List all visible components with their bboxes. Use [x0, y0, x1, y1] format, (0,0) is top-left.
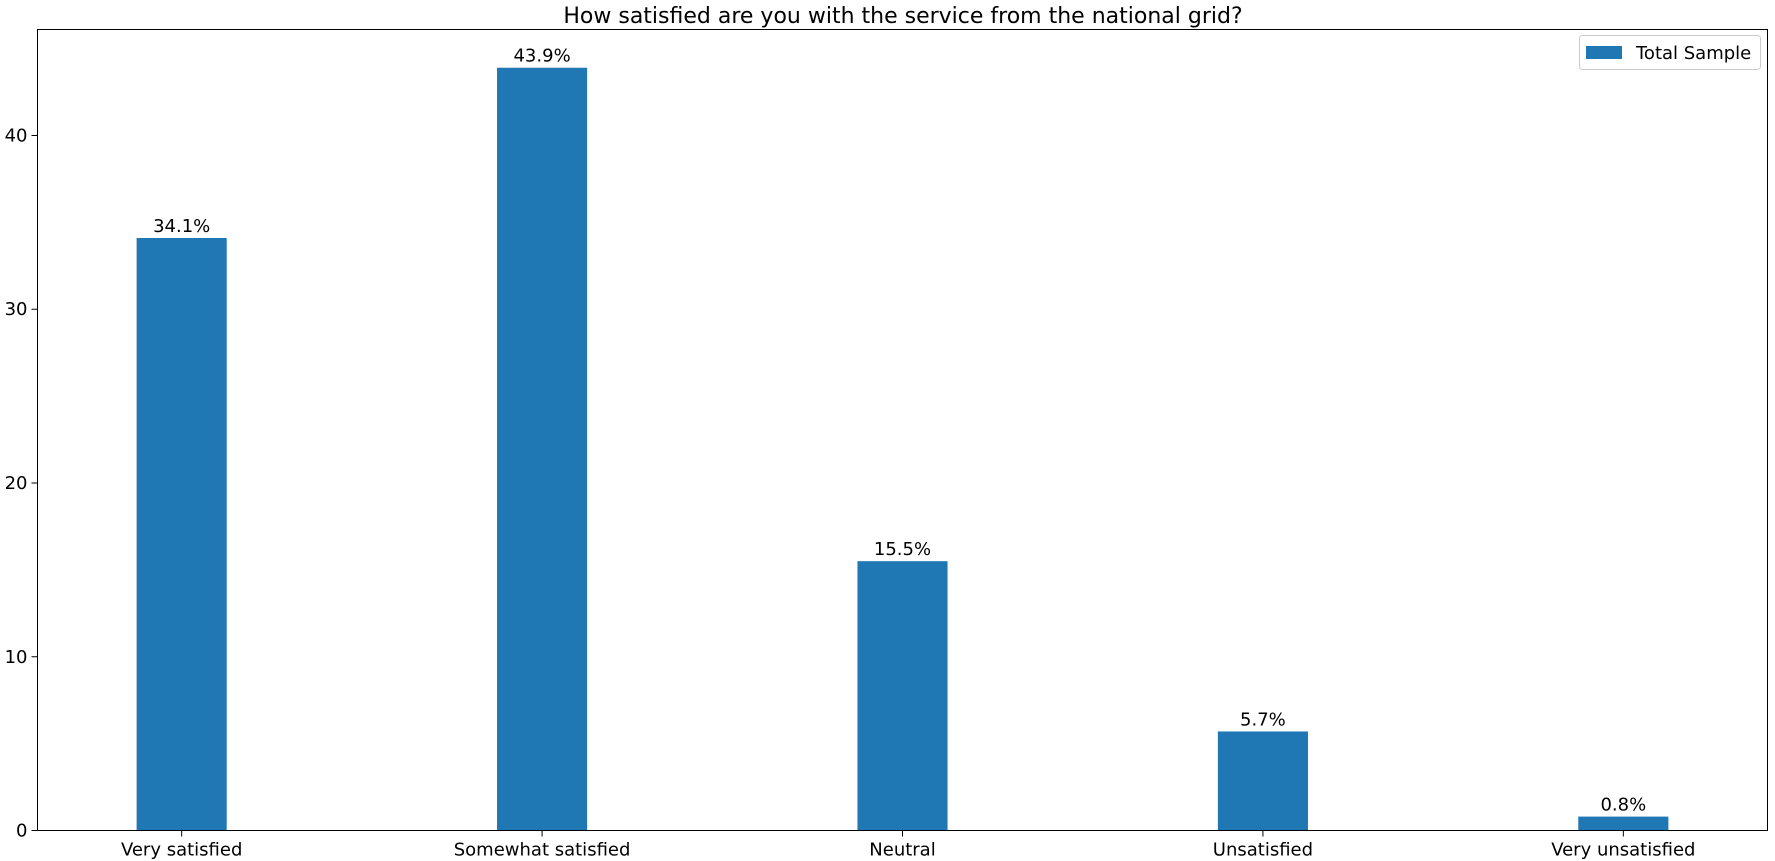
legend: Total Sample [1579, 35, 1761, 70]
legend-swatch [1586, 46, 1622, 59]
x-tick-label: Unsatisfied [1213, 840, 1313, 861]
x-tick-label: Neutral [869, 840, 935, 861]
bar [857, 561, 948, 831]
data-label: 0.8% [1600, 795, 1646, 816]
data-label: 15.5% [874, 539, 931, 560]
bar [497, 67, 588, 831]
y-tick-label: 30 [5, 299, 28, 320]
data-label: 43.9% [513, 46, 570, 67]
data-label: 5.7% [1240, 709, 1286, 730]
y-tick-label: 10 [5, 647, 28, 668]
legend-box [1579, 35, 1761, 70]
bar [1578, 816, 1669, 831]
plot-area: 34.1% 43.9% 15.5% 5.7% 0.8% [136, 46, 1669, 831]
bar [1217, 731, 1308, 831]
data-label: 34.1% [153, 216, 210, 237]
bar [136, 238, 227, 831]
x-axis: Very satisfied Somewhat satisfied Neutral U… [121, 830, 1695, 861]
x-tick-label: Very unsatisfied [1551, 840, 1695, 861]
y-tick-label: 0 [16, 821, 27, 842]
x-tick-label: Somewhat satisfied [454, 840, 631, 861]
chart-title: How satisfied are you with the service f… [563, 4, 1242, 29]
y-tick-label: 20 [5, 473, 28, 494]
y-tick-label: 40 [5, 125, 28, 146]
x-tick-label: Very satisfied [121, 840, 242, 861]
y-axis: 0 10 20 30 40 [5, 125, 38, 842]
legend-label: Total Sample [1635, 43, 1751, 64]
